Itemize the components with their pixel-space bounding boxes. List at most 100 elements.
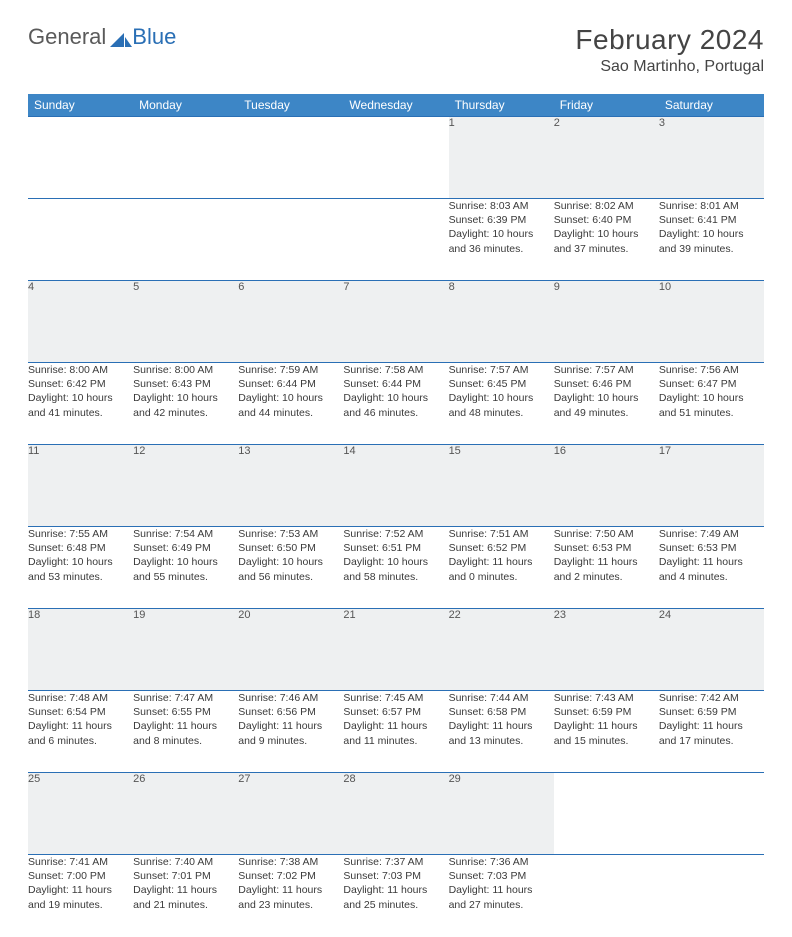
day-info-cell: Sunrise: 7:56 AMSunset: 6:47 PMDaylight:… [659, 363, 764, 445]
sunset-text: Sunset: 6:59 PM [659, 705, 764, 719]
daylight-text: and 53 minutes. [28, 570, 133, 584]
daylight-text: Daylight: 10 hours [659, 227, 764, 241]
day-number-cell: 27 [238, 773, 343, 855]
daylight-text: and 39 minutes. [659, 242, 764, 256]
sunset-text: Sunset: 6:39 PM [449, 213, 554, 227]
sunrise-text: Sunrise: 7:44 AM [449, 691, 554, 705]
daylight-text: and 51 minutes. [659, 406, 764, 420]
day-number-cell: 5 [133, 281, 238, 363]
brand-part2: Blue [132, 24, 176, 50]
location-label: Sao Martinho, Portugal [575, 58, 764, 76]
day-info-cell [133, 199, 238, 281]
day-number-cell: 8 [449, 281, 554, 363]
sunset-text: Sunset: 7:01 PM [133, 869, 238, 883]
day-number-row: 2526272829 [28, 773, 764, 855]
day-info-row: Sunrise: 7:48 AMSunset: 6:54 PMDaylight:… [28, 691, 764, 773]
day-info-cell: Sunrise: 8:03 AMSunset: 6:39 PMDaylight:… [449, 199, 554, 281]
title-block: February 2024 Sao Martinho, Portugal [575, 24, 764, 76]
day-number-cell: 17 [659, 445, 764, 527]
daylight-text: and 2 minutes. [554, 570, 659, 584]
sunset-text: Sunset: 6:53 PM [659, 541, 764, 555]
sunrise-text: Sunrise: 7:53 AM [238, 527, 343, 541]
day-info-cell: Sunrise: 7:54 AMSunset: 6:49 PMDaylight:… [133, 527, 238, 609]
daylight-text: Daylight: 10 hours [28, 555, 133, 569]
daylight-text: Daylight: 11 hours [343, 719, 448, 733]
sunrise-text: Sunrise: 7:58 AM [343, 363, 448, 377]
sunset-text: Sunset: 6:41 PM [659, 213, 764, 227]
daylight-text: Daylight: 11 hours [133, 883, 238, 897]
sunrise-text: Sunrise: 7:45 AM [343, 691, 448, 705]
day-number-cell: 14 [343, 445, 448, 527]
day-number-cell: 19 [133, 609, 238, 691]
daylight-text: and 44 minutes. [238, 406, 343, 420]
day-info-cell: Sunrise: 7:50 AMSunset: 6:53 PMDaylight:… [554, 527, 659, 609]
sunset-text: Sunset: 7:03 PM [343, 869, 448, 883]
sunrise-text: Sunrise: 7:56 AM [659, 363, 764, 377]
daylight-text: Daylight: 10 hours [449, 391, 554, 405]
daylight-text: Daylight: 11 hours [659, 719, 764, 733]
weekday-header: Monday [133, 94, 238, 117]
weekday-header: Friday [554, 94, 659, 117]
day-number-cell: 26 [133, 773, 238, 855]
day-info-row: Sunrise: 8:03 AMSunset: 6:39 PM Daylight:… [28, 199, 764, 281]
day-info-cell: Sunrise: 7:36 AMSunset: 7:03 PMDaylight:… [449, 855, 554, 937]
day-info-cell: Sunrise: 7:38 AMSunset: 7:02 PMDaylight:… [238, 855, 343, 937]
day-info-cell [238, 199, 343, 281]
day-number-cell: 10 [659, 281, 764, 363]
daylight-text: Daylight: 10 hours [554, 391, 659, 405]
day-number-cell [659, 773, 764, 855]
sunset-text: Sunset: 6:40 PM [554, 213, 659, 227]
weekday-header-row: Sunday Monday Tuesday Wednesday Thursday… [28, 94, 764, 117]
daylight-text: Daylight: 11 hours [133, 719, 238, 733]
daylight-text: and 15 minutes. [554, 734, 659, 748]
day-number-cell: 2 [554, 117, 659, 199]
sunrise-text: Sunrise: 7:57 AM [554, 363, 659, 377]
sunset-text: Sunset: 6:53 PM [554, 541, 659, 555]
daylight-text: Daylight: 11 hours [238, 719, 343, 733]
day-number-cell: 22 [449, 609, 554, 691]
day-number-row: 18192021222324 [28, 609, 764, 691]
sunrise-text: Sunrise: 7:51 AM [449, 527, 554, 541]
day-number-cell: 25 [28, 773, 133, 855]
day-info-row: Sunrise: 8:00 AMSunset: 6:42 PMDaylight:… [28, 363, 764, 445]
sunrise-text: Sunrise: 8:00 AM [28, 363, 133, 377]
brand-logo: General Blue [28, 24, 176, 50]
daylight-text: and 56 minutes. [238, 570, 343, 584]
sunset-text: Sunset: 6:51 PM [343, 541, 448, 555]
day-info-cell: Sunrise: 7:57 AMSunset: 6:46 PMDaylight:… [554, 363, 659, 445]
day-info-cell: Sunrise: 8:01 AMSunset: 6:41 PMDaylight:… [659, 199, 764, 281]
sunset-text: Sunset: 6:43 PM [133, 377, 238, 391]
day-number-cell: 18 [28, 609, 133, 691]
daylight-text: and 46 minutes. [343, 406, 448, 420]
day-info-cell: Sunrise: 7:51 AMSunset: 6:52 PMDaylight:… [449, 527, 554, 609]
sunset-text: Sunset: 6:59 PM [554, 705, 659, 719]
daylight-text: and 23 minutes. [238, 898, 343, 912]
sunrise-text: Sunrise: 7:57 AM [449, 363, 554, 377]
sunset-text: Sunset: 6:50 PM [238, 541, 343, 555]
daylight-text: and 48 minutes. [449, 406, 554, 420]
daylight-text: and 0 minutes. [449, 570, 554, 584]
daylight-text: Daylight: 11 hours [28, 883, 133, 897]
daylight-text: Daylight: 10 hours [343, 391, 448, 405]
day-info-cell: Sunrise: 7:43 AMSunset: 6:59 PMDaylight:… [554, 691, 659, 773]
daylight-text: Daylight: 11 hours [449, 719, 554, 733]
sunset-text: Sunset: 6:56 PM [238, 705, 343, 719]
daylight-text: and 49 minutes. [554, 406, 659, 420]
day-number-cell: 9 [554, 281, 659, 363]
sail-icon [110, 27, 132, 41]
daylight-text: Daylight: 11 hours [28, 719, 133, 733]
sunset-text: Sunset: 6:58 PM [449, 705, 554, 719]
sunset-text: Sunset: 6:49 PM [133, 541, 238, 555]
weekday-header: Thursday [449, 94, 554, 117]
day-number-cell: 7 [343, 281, 448, 363]
sunrise-text: Sunrise: 7:40 AM [133, 855, 238, 869]
daylight-text: Daylight: 10 hours [28, 391, 133, 405]
day-number-cell [238, 117, 343, 199]
day-info-cell: Sunrise: 7:42 AMSunset: 6:59 PMDaylight:… [659, 691, 764, 773]
daylight-text: and 17 minutes. [659, 734, 764, 748]
daylight-text: and 8 minutes. [133, 734, 238, 748]
sunrise-text: Sunrise: 7:54 AM [133, 527, 238, 541]
sunrise-text: Sunrise: 7:52 AM [343, 527, 448, 541]
sunrise-text: Sunrise: 8:00 AM [133, 363, 238, 377]
sunrise-text: Sunrise: 8:03 AM [449, 199, 554, 213]
